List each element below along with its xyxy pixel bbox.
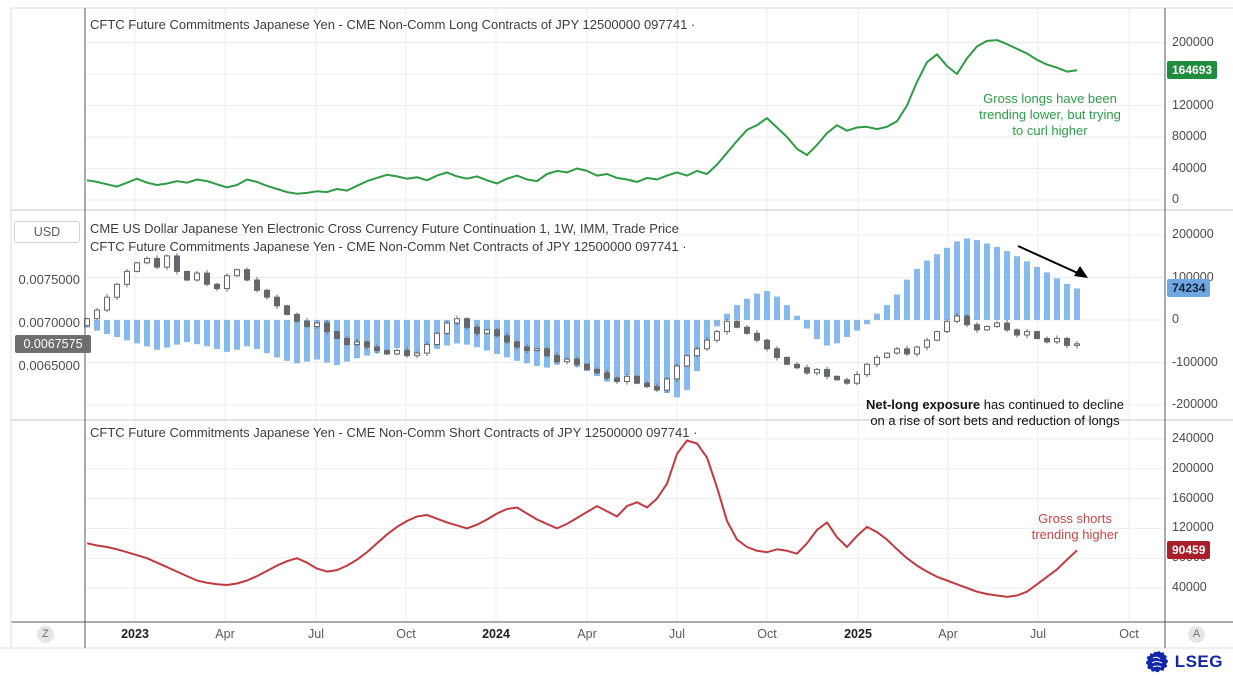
gross-shorts-annotation: Gross shorts trending higher xyxy=(1031,511,1119,542)
axis-tick-label: 160000 xyxy=(1172,490,1214,505)
axis-tick-label: 200000 xyxy=(1172,227,1214,241)
last-value-badge-shorts: 90459 xyxy=(1167,541,1211,560)
last-price-badge: 0.0067575 xyxy=(15,334,91,353)
x-axis-year-label: 2025 xyxy=(844,627,872,641)
lseg-logo: LSEG xyxy=(1144,650,1223,674)
middle-panel-title-price: CME US Dollar Japanese Yen Electronic Cr… xyxy=(90,221,679,236)
x-axis-month-label: Apr xyxy=(577,627,597,641)
axis-tick-label: -100000 xyxy=(1172,354,1218,369)
axis-tick-label: 200000 xyxy=(1172,460,1214,475)
x-axis-month-label: Oct xyxy=(1119,627,1139,641)
x-axis-month-label: Jul xyxy=(1030,627,1046,641)
x-axis-month-label: Apr xyxy=(215,627,235,641)
x-axis-year-label: 2024 xyxy=(482,627,510,641)
x-axis-month-label: Jul xyxy=(669,627,685,641)
axis-tick-label: -200000 xyxy=(1172,397,1218,411)
lseg-logo-text: LSEG xyxy=(1174,652,1223,671)
axis-tick-label: 240000 xyxy=(1172,431,1214,445)
top-panel-title: CFTC Future Commitments Japanese Yen - C… xyxy=(90,17,696,32)
gross-longs-annotation: Gross longs have been trending lower, bu… xyxy=(979,91,1121,138)
lseg-lion-icon xyxy=(1145,651,1168,673)
axis-tick-label: 40000 xyxy=(1172,160,1207,175)
axis-tick-label: 0.0070000 xyxy=(18,315,80,330)
axis-tick-label: 0.0075000 xyxy=(18,272,80,287)
axis-tick-label: 0.0065000 xyxy=(18,358,80,373)
last-value-badge-longs: 164693 xyxy=(1167,61,1218,80)
net-long-annotation: Net-long exposure has continued to decli… xyxy=(866,397,1124,428)
axis-tick-label: 200000 xyxy=(1172,34,1214,49)
bottom-panel-title: CFTC Future Commitments Japanese Yen - C… xyxy=(90,425,698,440)
x-axis-year-label: 2023 xyxy=(121,627,149,641)
middle-panel-title-net: CFTC Future Commitments Japanese Yen - C… xyxy=(90,239,687,254)
x-axis-month-label: Apr xyxy=(938,627,958,641)
x-axis-month-label: Oct xyxy=(396,627,416,641)
x-axis-month-label: Jul xyxy=(308,627,324,641)
axis-tick-label: 120000 xyxy=(1172,520,1214,535)
price-axis-currency-label: USD xyxy=(14,221,80,243)
auto-scale-button[interactable]: A xyxy=(1188,626,1205,643)
axis-tick-label: 40000 xyxy=(1172,580,1207,594)
axis-tick-label: 120000 xyxy=(1172,97,1214,112)
axis-tick-label: 0 xyxy=(1172,192,1179,206)
axis-tick-label: 0 xyxy=(1172,312,1179,326)
zoom-axis-button[interactable]: Z xyxy=(37,626,54,643)
axis-tick-label: 80000 xyxy=(1172,129,1207,143)
last-value-badge-net: 74234 xyxy=(1167,279,1211,298)
x-axis-month-label: Oct xyxy=(757,627,777,641)
